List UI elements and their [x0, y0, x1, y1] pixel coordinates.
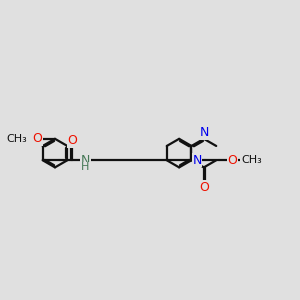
Text: N: N	[200, 126, 209, 139]
Text: CH₃: CH₃	[241, 155, 262, 165]
Text: O: O	[199, 181, 209, 194]
Text: O: O	[227, 154, 237, 167]
Text: H: H	[81, 162, 90, 172]
Text: N: N	[81, 154, 90, 167]
Text: CH₃: CH₃	[6, 134, 27, 143]
Text: N: N	[192, 154, 202, 167]
Text: O: O	[32, 132, 42, 145]
Text: O: O	[68, 134, 77, 147]
